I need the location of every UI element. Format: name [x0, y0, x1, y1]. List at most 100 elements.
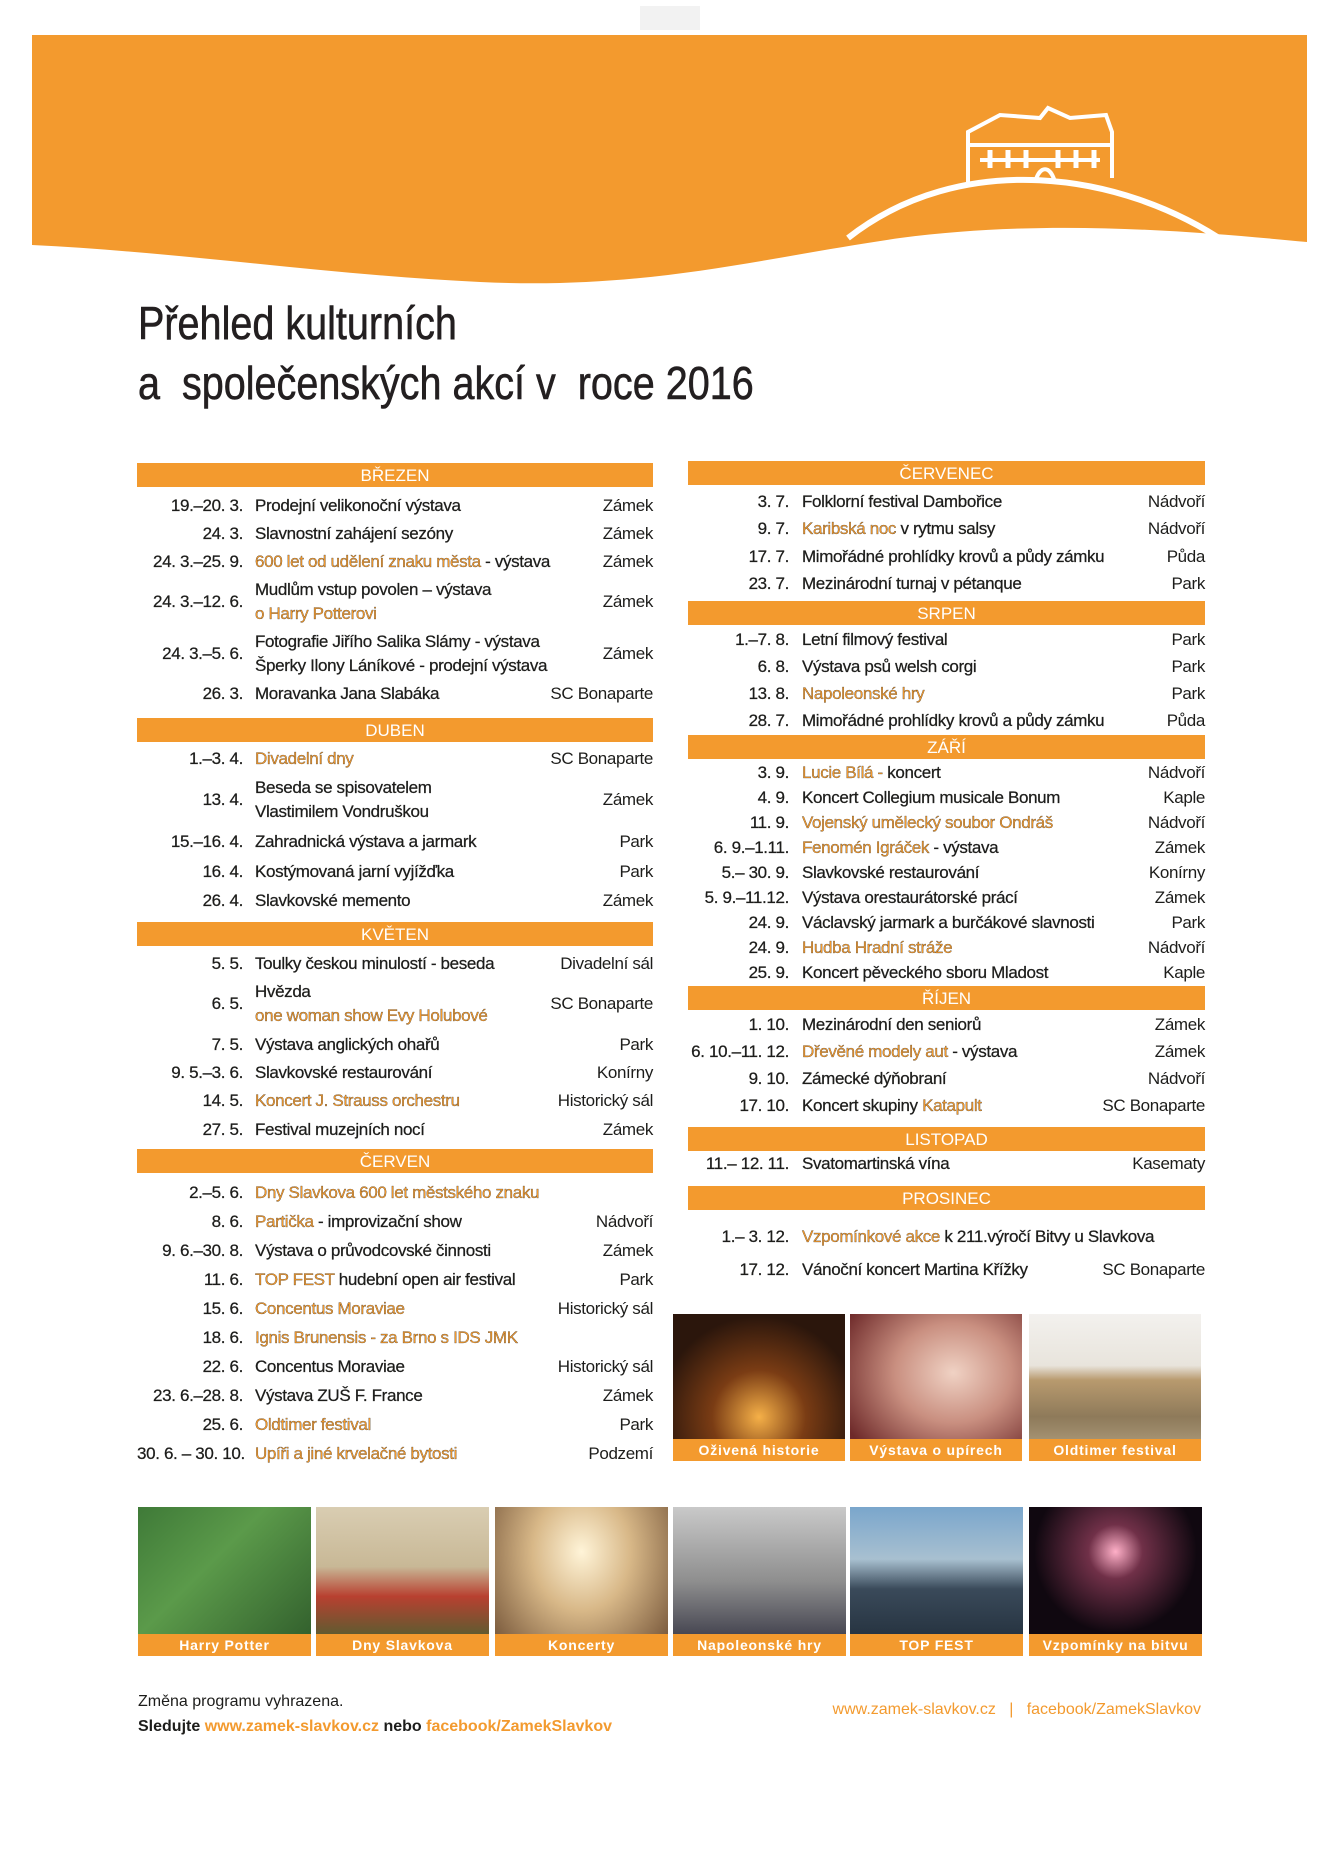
event-name-part: Oldtimer festival [255, 1414, 372, 1434]
footer-link: facebook/ZamekSlavkov [1026, 1701, 1201, 1718]
month-header: SRPEN [688, 601, 1205, 625]
event-name-line: Koncert J. Strauss orchestru [255, 1089, 558, 1113]
event-row: 2.–5. 6. Dny Slavkova 600 let městského z… [137, 1181, 653, 1205]
event-name-line: Upíři a jiné krvelačné bytosti [255, 1442, 588, 1466]
event-name-part: Hudba Hradní stráže [802, 937, 953, 957]
event-place: Podzemí [588, 1443, 653, 1463]
event-name-line: Mezinárodní den seniorů [802, 1013, 1155, 1037]
event-row: 17. 10. Koncert skupiny Katapult SC Bonapa… [688, 1094, 1205, 1118]
event-name: Zahradnická výstava a jarmark [255, 830, 619, 854]
event-date: 27. 5. [202, 1119, 243, 1139]
event-date: 24. 3. [202, 524, 243, 543]
event-name: Výstava orestaurátorské prácí [802, 886, 1155, 910]
event-place: Park [619, 861, 653, 881]
event-name-line: Karibská noc v rytmu salsy [802, 517, 1148, 541]
event-name-line: one woman show Evy Holubové [255, 1004, 550, 1028]
event-date: 3. 7. [757, 491, 790, 511]
event-name: Výstava o průvodcovské činnosti [255, 1239, 603, 1263]
event-name-line: Zámecké dýňobraní [802, 1067, 1148, 1091]
event-name-part: Zahradnická výstava a jarmark [255, 831, 477, 851]
event-date: 26. 4. [202, 891, 243, 911]
title-line: a společenských akcí v roce 2016 [138, 357, 754, 410]
photo-caption: Dny Slavkova [316, 1634, 489, 1656]
event-place: Nádvoří [1147, 491, 1205, 511]
event-name-part: Koncert Collegium musicale Bonum [802, 787, 1061, 807]
event-place: SC Bonaparte [1102, 1096, 1205, 1116]
event-row: 7. 5. Výstava anglických ohařů Park [137, 1033, 654, 1057]
event-name-line: Fotografie Jiřího Salika Slámy - výstava [255, 630, 603, 654]
event-list: 1. 10. Mezinárodní den seniorů Zámek 6. 10.… [688, 1011, 1205, 1120]
event-place: Zámek [602, 891, 654, 911]
event-name-part: Mimořádné prohlídky krovů a půdy zámku [802, 710, 1105, 730]
event-row: 26. 4. Slavkovské memento Zámek [137, 889, 653, 913]
event-date: 7. 5. [211, 1034, 244, 1054]
event-name-part: Dřevěné modely aut [802, 1041, 948, 1061]
month-header: ŘÍJEN [688, 986, 1205, 1010]
photo: Oldtimer festival [1029, 1314, 1201, 1461]
event-name-part: Slavkovské memento [255, 891, 411, 911]
event-name-line: Výstava psů welsh corgi [802, 655, 1171, 679]
event-date: 5. 5. [211, 954, 244, 974]
event-name-line: Toulky českou minulostí - beseda [255, 952, 560, 976]
event-place: Půda [1166, 710, 1206, 730]
event-row: 24. 3.–5. 6. Fotografie Jiřího Salika Slá… [137, 630, 653, 678]
event-row: 17. 12. Vánoční koncert Martina Křížky SC … [688, 1258, 1205, 1282]
event-date: 4. 9. [757, 787, 790, 807]
event-row: 11. 6. TOP FEST hudební open air festival… [137, 1268, 654, 1292]
event-name-line: Svatomartinská vína [802, 1152, 1132, 1176]
event-name-part: - výstava [952, 1041, 1018, 1061]
event-name: Mezinárodní den seniorů [802, 1013, 1155, 1037]
event-name-part: Zámecké dýňobraní [802, 1069, 947, 1089]
event-row: 17. 7. Mimořádné prohlídky krovů a půdy z… [688, 545, 1205, 569]
event-date: 1. 10. [748, 1014, 789, 1034]
event-name-part: TOP FEST [255, 1269, 335, 1289]
event-name-part: k 211.výročí Bitvy u Slavkova [944, 1226, 1155, 1246]
event-name-line: Prodejní velikonoční výstava [255, 494, 603, 518]
event-name: Dřevěné modely aut - výstava [802, 1040, 1155, 1064]
event-place: Kaple [1163, 787, 1205, 807]
event-place: Park [1171, 574, 1205, 594]
event-date: 30. 6. – 30. 10. [137, 1443, 245, 1463]
event-name-line: Václavský jarmark a burčákové slavnosti [802, 911, 1171, 935]
event-list: 3. 9. Lucie Bílá - koncert Nádvoří 4. 9. Kon… [688, 760, 1206, 985]
event-name-line: Vlastimilem Vondruškou [255, 800, 603, 824]
event-name: Slavnostní zahájení sezóny [255, 522, 603, 546]
event-place: Park [1171, 656, 1205, 676]
event-place: Zámek [602, 496, 654, 515]
event-row: 24. 9. Václavský jarmark a burčákové slav… [688, 911, 1205, 935]
event-name-part: Festival muzejních nocí [255, 1119, 425, 1139]
event-row: 28. 7. Mimořádné prohlídky krovů a půdy z… [688, 709, 1205, 733]
event-name-part: Slavnostní zahájení sezóny [255, 524, 453, 543]
event-list: 1.–7. 8. Letní filmový festival Park 6. 8. V… [688, 626, 1205, 734]
event-name: Napoleonské hry [802, 682, 1171, 706]
orange-wave [32, 35, 1307, 284]
event-name-line: Výstava ZUŠ F. France [255, 1384, 603, 1408]
event-list: 2.–5. 6. Dny Slavkova 600 let městského z… [137, 1178, 653, 1468]
event-place: Nádvoří [1147, 812, 1205, 832]
event-date: 17. 12. [739, 1259, 789, 1279]
event-name-part: - výstava [485, 552, 551, 571]
event-name: Folklorní festival Dambořice [802, 490, 1148, 514]
event-name: Výstava ZUŠ F. France [255, 1384, 603, 1408]
event-name-line: Lucie Bílá - koncert [802, 761, 1148, 785]
event-name-part: Vojenský umělecký soubor Ondráš [802, 812, 1053, 832]
event-name-part: Karibská noc [802, 519, 897, 539]
event-name: Letní filmový festival [802, 628, 1171, 652]
photo-caption: Harry Potter [138, 1634, 311, 1656]
event-name: Karibská noc v rytmu salsy [802, 517, 1148, 541]
title-line: Přehled kulturních [138, 297, 457, 350]
event-name-part: Václavský jarmark a burčákové slavnosti [802, 912, 1095, 932]
event-name-line: Zahradnická výstava a jarmark [255, 830, 619, 854]
event-name: Fenomén Igráček - výstava [802, 836, 1155, 860]
photo-caption: Vzpomínky na bitvu [1029, 1634, 1202, 1656]
event-date: 13. 8. [748, 683, 789, 703]
event-date: 13. 4. [202, 790, 243, 810]
event-place: Park [619, 1034, 653, 1054]
event-row: 26. 3. Moravanka Jana Slabáka SC Bonaparte [137, 682, 653, 706]
event-name-part: Svatomartinská vína [802, 1154, 950, 1173]
event-place: Park [1171, 912, 1205, 932]
event-row: 8. 6. Partička - improvizační show Nádvoří [137, 1210, 654, 1234]
event-place: Zámek [602, 552, 654, 571]
event-place: Půda [1166, 546, 1206, 566]
event-name-part: Beseda se spisovatelem [255, 778, 432, 798]
